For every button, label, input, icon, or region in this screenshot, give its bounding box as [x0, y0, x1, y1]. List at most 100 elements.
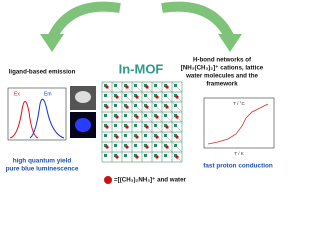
metal-node — [104, 114, 107, 117]
metal-node — [144, 94, 147, 97]
cation — [105, 105, 109, 109]
metal-node — [174, 104, 177, 107]
cation — [175, 155, 179, 159]
cation — [165, 125, 169, 129]
metal-node — [114, 114, 117, 117]
cation — [115, 155, 119, 159]
cation — [155, 115, 159, 119]
metal-node — [114, 134, 117, 137]
metal-node — [104, 144, 107, 147]
metal-node — [134, 144, 137, 147]
cation — [135, 115, 139, 119]
x-axis-label: T / K — [234, 151, 243, 156]
cation — [135, 95, 139, 99]
metal-node — [154, 84, 157, 87]
metal-node — [164, 124, 167, 127]
metal-node — [114, 84, 117, 87]
metal-node — [174, 114, 177, 117]
photo-crystal — [75, 91, 91, 103]
metal-node — [134, 154, 137, 157]
highlight: high quantum yield — [13, 158, 72, 165]
metal-node — [154, 94, 157, 97]
metal-node — [164, 154, 167, 157]
cation — [175, 95, 179, 99]
metal-node — [164, 94, 167, 97]
metal-node — [104, 104, 107, 107]
metal-node — [104, 124, 107, 127]
metal-node — [144, 104, 147, 107]
cation — [145, 105, 149, 109]
metal-node — [114, 124, 117, 127]
metal-node — [154, 154, 157, 157]
metal-node — [124, 114, 127, 117]
metal-node — [164, 104, 167, 107]
cation — [155, 135, 159, 139]
right-caption: [NH₂(CH₃)₂]⁺ cations, lattice — [181, 65, 264, 72]
metal-node — [154, 114, 157, 117]
metal-node — [154, 124, 157, 127]
metal-node — [144, 134, 147, 137]
metal-node — [124, 104, 127, 107]
cation — [145, 145, 149, 149]
metal-node — [134, 94, 137, 97]
metal-node — [154, 104, 157, 107]
metal-node — [144, 84, 147, 87]
cation — [115, 135, 119, 139]
metal-node — [174, 144, 177, 147]
metal-node — [164, 134, 167, 137]
metal-node — [124, 134, 127, 137]
metal-node — [164, 84, 167, 87]
metal-node — [124, 124, 127, 127]
metal-node — [154, 144, 157, 147]
metal-node — [154, 134, 157, 137]
cation — [115, 95, 119, 99]
metal-node — [174, 154, 177, 157]
metal-node — [174, 84, 177, 87]
cation — [155, 95, 159, 99]
cation — [165, 85, 169, 89]
cation — [175, 135, 179, 139]
right-caption: water molecules and the — [185, 73, 258, 80]
ex-curve — [9, 101, 39, 139]
metal-node — [144, 154, 147, 157]
metal-node — [114, 144, 117, 147]
title: In-MOF — [119, 61, 164, 76]
cation — [145, 125, 149, 129]
cation — [165, 145, 169, 149]
metal-node — [124, 154, 127, 157]
metal-node — [124, 94, 127, 97]
metal-node — [134, 104, 137, 107]
metal-node — [174, 134, 177, 137]
metal-node — [104, 154, 107, 157]
metal-node — [164, 114, 167, 117]
metal-node — [164, 144, 167, 147]
arrow-head-right — [218, 34, 242, 52]
metal-node — [144, 124, 147, 127]
cation — [165, 105, 169, 109]
metal-node — [124, 144, 127, 147]
cation — [135, 155, 139, 159]
metal-node — [124, 84, 127, 87]
highlight: pure blue luminescence — [6, 166, 79, 173]
arrow-right — [161, 1, 235, 41]
conductivity-frame — [203, 97, 275, 149]
conductivity-curve — [207, 103, 269, 145]
metal-node — [114, 154, 117, 157]
cation — [145, 85, 149, 89]
metal-node — [104, 134, 107, 137]
metal-node — [104, 84, 107, 87]
right-caption: H-bond networks of — [193, 57, 252, 64]
cation-ball — [104, 176, 112, 184]
cation — [175, 115, 179, 119]
cation — [105, 145, 109, 149]
cation — [135, 135, 139, 139]
cation — [125, 105, 129, 109]
highlight: fast proton conduction — [203, 163, 273, 170]
metal-node — [174, 124, 177, 127]
cation — [125, 145, 129, 149]
graphical-abstract: In-MOF ligand-based emission H-bond netw… — [6, 1, 275, 184]
cation — [125, 85, 129, 89]
photo-glow — [75, 118, 91, 132]
arrow-left — [47, 1, 121, 41]
bottom-legend: =[(CH₃)₂NH₂]⁺ and water — [114, 177, 187, 184]
